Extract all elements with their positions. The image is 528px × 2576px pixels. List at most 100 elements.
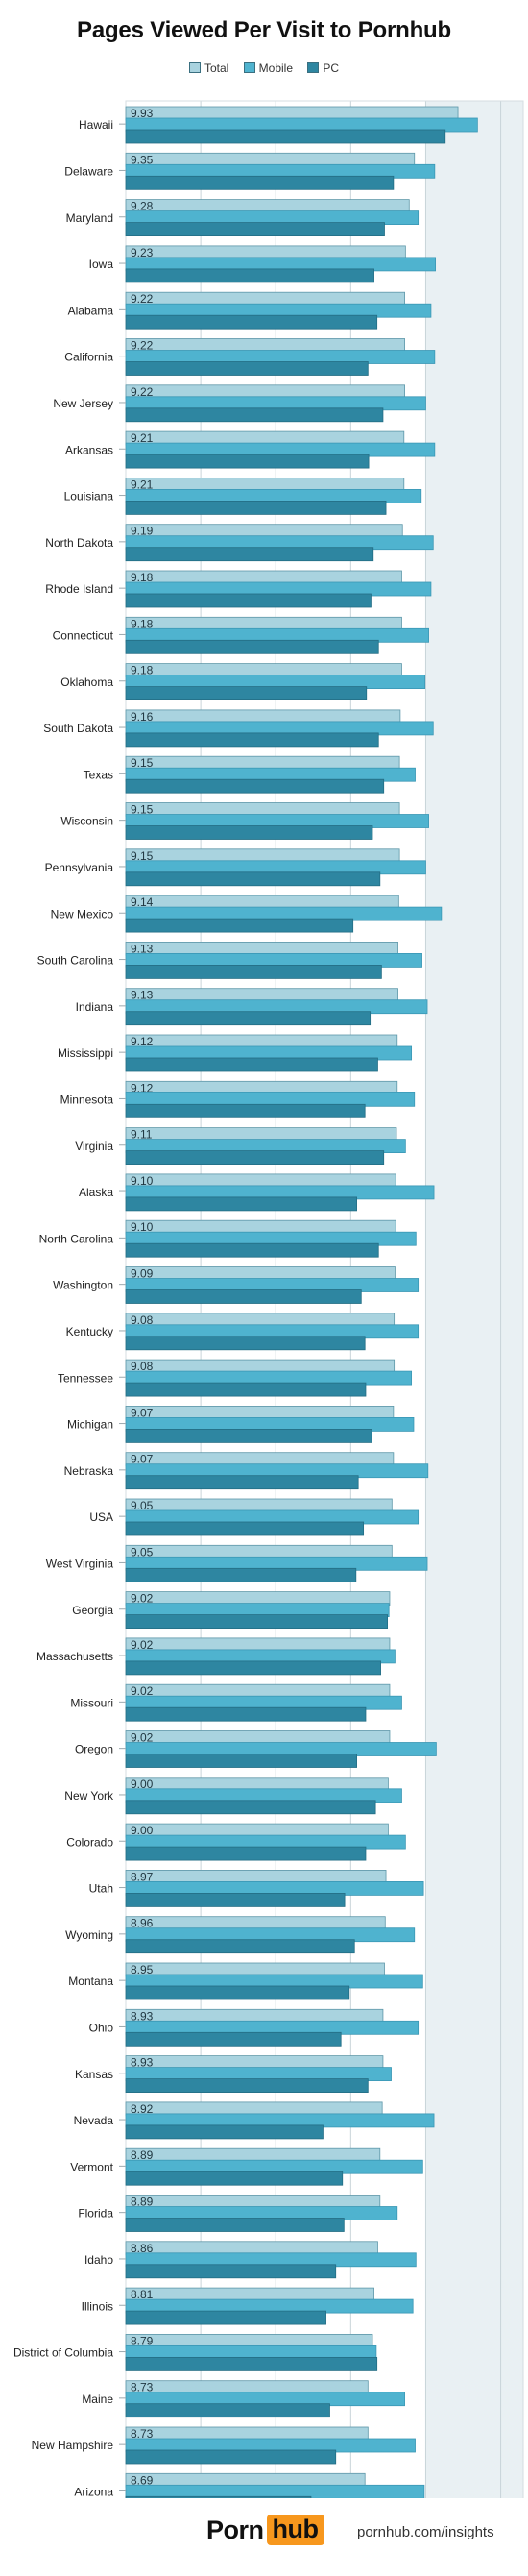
category-label-39: Wyoming — [65, 1928, 113, 1942]
legend-label-total: Total — [204, 61, 229, 75]
category-label-43: Nevada — [74, 2114, 114, 2127]
data-label-total-38: 8.97 — [131, 1870, 154, 1883]
bar-pc-3 — [125, 268, 374, 283]
category-label-47: Illinois — [82, 2299, 113, 2313]
data-label-total-40: 8.95 — [131, 1963, 154, 1976]
category-label-38: Utah — [89, 1882, 113, 1896]
bar-pc-23 — [125, 1196, 357, 1212]
bar-pc-32 — [125, 1614, 389, 1629]
bar-pc-19 — [125, 1011, 372, 1026]
bar-pc-41 — [125, 2031, 342, 2047]
category-label-5: California — [64, 351, 113, 364]
bar-pc-14 — [125, 778, 385, 794]
category-label-14: Texas — [84, 768, 113, 781]
data-label-total-7: 9.21 — [131, 431, 154, 445]
category-label-30: USA — [89, 1510, 113, 1524]
bar-pc-22 — [125, 1150, 385, 1165]
bar-pc-18 — [125, 965, 382, 979]
category-label-31: West Virginia — [46, 1557, 114, 1570]
category-label-49: Maine — [82, 2392, 113, 2406]
bar-pc-46 — [125, 2264, 337, 2279]
bar-pc-8 — [125, 501, 387, 515]
bar-pc-48 — [125, 2356, 378, 2371]
bar-pc-45 — [125, 2218, 345, 2232]
bar-pc-44 — [125, 2171, 344, 2186]
bar-pc-0 — [125, 129, 446, 144]
data-label-total-30: 9.05 — [131, 1499, 154, 1512]
bar-pc-34 — [125, 1706, 367, 1722]
category-label-19: Indiana — [76, 1000, 114, 1014]
bar-mobile-51 — [125, 2484, 425, 2498]
category-label-34: Missouri — [70, 1696, 113, 1709]
category-label-50: New Hampshire — [32, 2439, 114, 2452]
bar-pc-20 — [125, 1057, 378, 1072]
footer-url: pornhub.com/insights — [357, 2524, 494, 2540]
data-label-total-47: 8.81 — [131, 2288, 154, 2301]
data-label-total-17: 9.14 — [131, 895, 154, 909]
bar-pc-30 — [125, 1521, 365, 1536]
bar-pc-37 — [125, 1846, 367, 1861]
category-label-32: Georgia — [72, 1604, 113, 1617]
bar-pc-47 — [125, 2310, 326, 2325]
category-label-41: Ohio — [89, 2021, 114, 2034]
category-label-48: District of Columbia — [13, 2346, 113, 2360]
data-label-total-34: 9.02 — [131, 1684, 154, 1698]
data-label-total-6: 9.22 — [131, 385, 154, 399]
data-label-total-27: 9.08 — [131, 1360, 154, 1373]
category-label-25: Washington — [53, 1279, 113, 1292]
bar-pc-33 — [125, 1660, 381, 1676]
category-label-29: Nebraska — [64, 1464, 114, 1478]
bar-pc-15 — [125, 825, 373, 840]
data-label-total-23: 9.10 — [131, 1174, 154, 1188]
category-label-18: South Carolina — [37, 954, 114, 968]
category-label-22: Virginia — [75, 1140, 113, 1153]
bar-pc-2 — [125, 222, 385, 237]
category-label-10: Rhode Island — [45, 582, 113, 596]
data-label-total-28: 9.07 — [131, 1406, 154, 1419]
bar-pc-16 — [125, 871, 381, 887]
category-label-42: Kansas — [75, 2068, 113, 2081]
data-label-total-33: 9.02 — [131, 1638, 154, 1652]
category-label-45: Florida — [78, 2207, 113, 2220]
bar-pc-25 — [125, 1289, 362, 1304]
category-label-12: Oklahoma — [60, 675, 113, 689]
bar-pc-13 — [125, 732, 379, 748]
data-label-total-16: 9.15 — [131, 849, 154, 863]
category-label-44: Vermont — [70, 2160, 113, 2173]
legend-label-mobile: Mobile — [258, 61, 294, 75]
chart-legend: Total Mobile PC — [0, 61, 528, 75]
category-label-28: Michigan — [67, 1418, 113, 1432]
category-label-40: Montana — [68, 1975, 113, 1988]
data-label-total-36: 9.00 — [131, 1778, 154, 1791]
data-label-total-41: 8.93 — [131, 2009, 154, 2023]
data-label-total-48: 8.79 — [131, 2334, 154, 2347]
data-label-total-31: 9.05 — [131, 1545, 154, 1558]
category-label-23: Alaska — [79, 1186, 113, 1199]
category-label-1: Delaware — [64, 164, 113, 178]
data-label-total-50: 8.73 — [131, 2427, 154, 2441]
data-label-total-22: 9.11 — [131, 1128, 153, 1141]
bar-pc-1 — [125, 175, 395, 190]
category-label-35: Oregon — [75, 1743, 113, 1756]
data-label-total-46: 8.86 — [131, 2242, 154, 2255]
data-label-total-21: 9.12 — [131, 1081, 154, 1094]
data-label-total-2: 9.28 — [131, 200, 154, 213]
data-label-total-10: 9.18 — [131, 571, 154, 584]
bar-pc-31 — [125, 1567, 357, 1582]
bar-pc-17 — [125, 918, 354, 933]
legend-label-pc: PC — [323, 61, 340, 75]
bar-pc-10 — [125, 593, 372, 608]
data-label-total-1: 9.35 — [131, 153, 154, 166]
category-label-27: Tennessee — [58, 1371, 113, 1385]
legend-item-mobile: Mobile — [243, 61, 294, 75]
logo-text-porn: Porn — [206, 2515, 264, 2544]
bar-pc-24 — [125, 1242, 379, 1258]
bar-pc-50 — [125, 2449, 337, 2465]
pornhub-logo: Porn hub — [206, 2515, 324, 2547]
data-label-total-11: 9.18 — [131, 617, 154, 630]
chart-title: Pages Viewed Per Visit to Pornhub — [77, 17, 451, 43]
data-label-total-3: 9.23 — [131, 246, 154, 259]
bar-pc-28 — [125, 1429, 372, 1443]
data-label-total-14: 9.15 — [131, 756, 154, 770]
bar-pc-6 — [125, 407, 384, 423]
